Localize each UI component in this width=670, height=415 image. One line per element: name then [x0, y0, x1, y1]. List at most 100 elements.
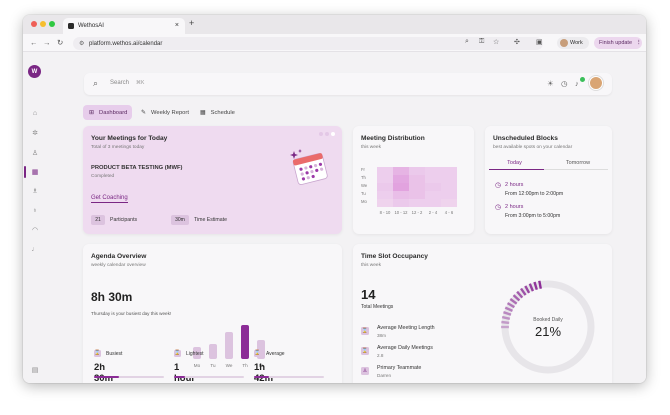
- calendar-icon: ▦: [200, 110, 206, 116]
- forward-icon[interactable]: →: [43, 38, 51, 47]
- extensions-icon[interactable]: ✣: [514, 39, 520, 46]
- hourglass-icon: ⌛: [361, 347, 369, 355]
- minimize-window-button[interactable]: [40, 21, 46, 27]
- tab-dashboard-label: Dashboard: [99, 109, 128, 116]
- tab-today[interactable]: Today: [507, 160, 522, 166]
- lightbulb-icon[interactable]: ♁: [32, 206, 38, 214]
- heatmap-cell: [441, 191, 457, 199]
- close-tab-icon[interactable]: ×: [174, 22, 179, 29]
- stat-value: 38m: [377, 333, 386, 338]
- heatmap-cell: [377, 183, 393, 191]
- agenda-day-label: Tu: [210, 363, 216, 368]
- zoom-icon[interactable]: ⌕: [465, 38, 469, 45]
- home-icon[interactable]: ⌂: [32, 109, 38, 117]
- total-meetings-label: Total Meetings: [361, 304, 394, 310]
- microphone-icon[interactable]: ♩: [31, 245, 39, 253]
- heatmap-cell: [393, 167, 409, 175]
- panel-toggle-icon[interactable]: ▤: [31, 367, 39, 374]
- notification-dot: [580, 77, 585, 82]
- tab-tomorrow[interactable]: Tomorrow: [565, 160, 591, 166]
- agenda-overview-card: Agenda Overview weekly calendar overview…: [83, 244, 342, 383]
- team-icon[interactable]: ♗: [31, 188, 39, 195]
- password-icon[interactable]: ⚿: [479, 38, 485, 45]
- finish-update-button[interactable]: Finish update ⋮: [594, 37, 642, 49]
- app-content: W ⌂ ✲ ♙ ▦ ♗ ♁ ◠ ♩ ▤ ⌕ Search ⌘K ☀ ◷ ♪ ⊞: [23, 52, 646, 383]
- tabs-divider: [544, 169, 608, 170]
- report-icon: ✎: [141, 110, 147, 116]
- tab-schedule[interactable]: ▦ Schedule: [194, 105, 239, 120]
- unscheduled-blocks-card: Unscheduled Blocks best available spots …: [485, 126, 612, 234]
- agenda-bar: [241, 325, 249, 359]
- agenda-bar: [257, 340, 265, 359]
- back-icon[interactable]: ←: [30, 38, 38, 47]
- participants-count: 21: [91, 215, 105, 225]
- heatmap-cell: [409, 183, 425, 191]
- get-coaching-link[interactable]: Get Coaching: [91, 195, 128, 203]
- gauge-tick: [509, 298, 518, 305]
- metric-label: Busiest: [106, 351, 123, 357]
- card-subtitle: Total of 3 meetings today: [91, 145, 145, 150]
- profile-label: Work: [570, 40, 583, 46]
- profile-avatar: [560, 39, 568, 47]
- stat-label: Primary Teammate: [377, 365, 422, 371]
- search-bar[interactable]: ⌕ Search ⌘K ☀ ◷ ♪: [84, 73, 612, 95]
- heatmap-cell: [393, 175, 409, 183]
- pager-dot[interactable]: [319, 132, 323, 136]
- calendar-illustration-icon: [290, 149, 328, 185]
- user-avatar[interactable]: [589, 76, 603, 90]
- block-range: From 12:00pm to 2:00pm: [505, 191, 564, 197]
- gauge-tick: [504, 306, 513, 312]
- metric-value: 1 hour: [174, 362, 196, 383]
- url-text: platform.wethos.ai/calendar: [89, 40, 163, 47]
- side-panel-icon[interactable]: ▣: [536, 39, 543, 46]
- metric-label: Lightest: [186, 351, 204, 357]
- site-settings-icon[interactable]: ⚙: [79, 41, 85, 47]
- stat-value: Darren: [377, 373, 392, 378]
- new-tab-button[interactable]: +: [189, 18, 195, 28]
- card-subtitle: this week: [361, 145, 381, 150]
- kebab-icon[interactable]: ⋮: [636, 40, 642, 46]
- search-input[interactable]: Search: [110, 80, 130, 86]
- metric-value: 2h 30m: [94, 362, 114, 383]
- tab-weekly-report-label: Weekly Report: [151, 109, 189, 116]
- total-meetings-value: 14: [361, 287, 376, 302]
- heatmap-cell: [377, 199, 393, 207]
- heatmap-col-label: 4 - 6: [444, 210, 454, 215]
- reload-icon[interactable]: ↻: [57, 38, 64, 47]
- time-estimate-value: 30m: [171, 215, 189, 225]
- metric-label: Average: [266, 351, 285, 357]
- gauge-tick: [516, 290, 524, 299]
- heatmap-cell: [425, 167, 441, 175]
- block-range: From 3:00pm to 5:00pm: [505, 213, 561, 219]
- tab-weekly-report[interactable]: ✎ Weekly Report: [135, 105, 191, 120]
- pager-dot[interactable]: [325, 132, 329, 136]
- clock-icon: ◷: [495, 204, 502, 211]
- heatmap-cell: [425, 175, 441, 183]
- gauge-tick: [512, 294, 521, 302]
- search-shortcut: ⌘K: [136, 80, 145, 86]
- clock-icon[interactable]: ◷: [561, 79, 568, 88]
- maximize-window-button[interactable]: [49, 21, 55, 27]
- heatmap-cell: [409, 191, 425, 199]
- heatmap-col-label: 12 - 2: [411, 210, 423, 215]
- bell-icon[interactable]: ♪: [575, 79, 579, 88]
- browser-tab[interactable]: WethosAI ×: [63, 18, 185, 34]
- tab-dashboard[interactable]: ⊞ Dashboard: [83, 105, 132, 120]
- chat-icon[interactable]: ◠: [31, 227, 39, 234]
- wethos-logo[interactable]: W: [28, 65, 41, 78]
- user-icon[interactable]: ♙: [31, 150, 39, 157]
- grid-icon[interactable]: ✲: [32, 130, 38, 137]
- profile-button[interactable]: Work: [557, 37, 589, 49]
- close-window-button[interactable]: [31, 21, 37, 27]
- tab-schedule-label: Schedule: [210, 109, 235, 116]
- calendar-icon[interactable]: ▦: [31, 169, 39, 176]
- pager-dot[interactable]: [331, 132, 335, 136]
- heatmap-cell: [409, 199, 425, 207]
- stat-label: Average Daily Meetings: [377, 345, 433, 351]
- sun-icon[interactable]: ☀: [547, 79, 554, 88]
- heatmap-row-label: Tu: [361, 191, 366, 196]
- agenda-day-label: Fr: [258, 363, 264, 368]
- url-field[interactable]: ⚙ platform.wethos.ai/calendar: [73, 37, 543, 50]
- star-icon[interactable]: ☆: [493, 39, 500, 46]
- gauge-tick: [503, 311, 512, 316]
